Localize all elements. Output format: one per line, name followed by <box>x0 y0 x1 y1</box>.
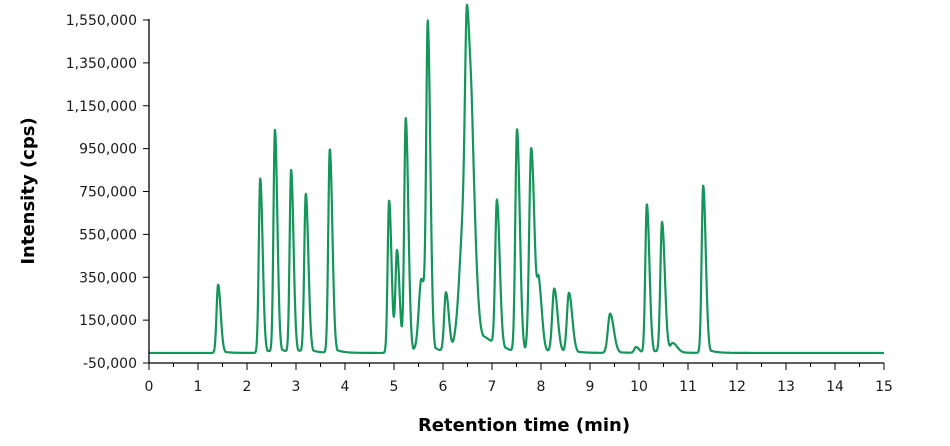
x-axis: 0 1 2 3 4 5 6 7 8 9 10 11 12 13 14 15 <box>145 362 893 395</box>
x-tick-label: 7 <box>488 379 497 395</box>
y-axis-title: Intensity (cps) <box>18 117 39 264</box>
x-tick-label: 2 <box>243 379 252 395</box>
y-tick-label: 750,000 <box>79 185 137 201</box>
x-axis-title: Retention time (min) <box>418 415 630 436</box>
y-axis: -50,000 150,000 350,000 550,000 750,000 950,0… <box>66 13 150 372</box>
x-tick-label: 13 <box>777 379 795 395</box>
y-tick-label: 350,000 <box>79 270 137 286</box>
y-tick-label: 550,000 <box>79 227 137 243</box>
plot-area <box>148 3 885 355</box>
x-tick-label: 14 <box>826 379 844 395</box>
x-tick-label: 15 <box>875 379 893 395</box>
x-tick-label: 12 <box>728 379 746 395</box>
x-tick-label: 0 <box>145 379 154 395</box>
y-tick-label: 1,350,000 <box>66 56 137 72</box>
x-tick-label: 6 <box>439 379 448 395</box>
chromatogram-trace <box>148 3 885 355</box>
y-tick-label: -50,000 <box>83 356 137 372</box>
y-tick-label: 150,000 <box>79 313 137 329</box>
x-tick-label: 4 <box>341 379 350 395</box>
x-tick-label: 11 <box>679 379 697 395</box>
x-tick-label: 10 <box>630 379 648 395</box>
y-tick-label: 950,000 <box>79 142 137 158</box>
y-tick-label: 1,150,000 <box>66 99 137 115</box>
x-tick-label: 9 <box>586 379 595 395</box>
x-tick-label: 3 <box>292 379 301 395</box>
x-tick-label: 5 <box>390 379 399 395</box>
x-tick-label: 8 <box>537 379 546 395</box>
y-tick-label: 1,550,000 <box>66 13 137 29</box>
x-tick-label: 1 <box>194 379 203 395</box>
